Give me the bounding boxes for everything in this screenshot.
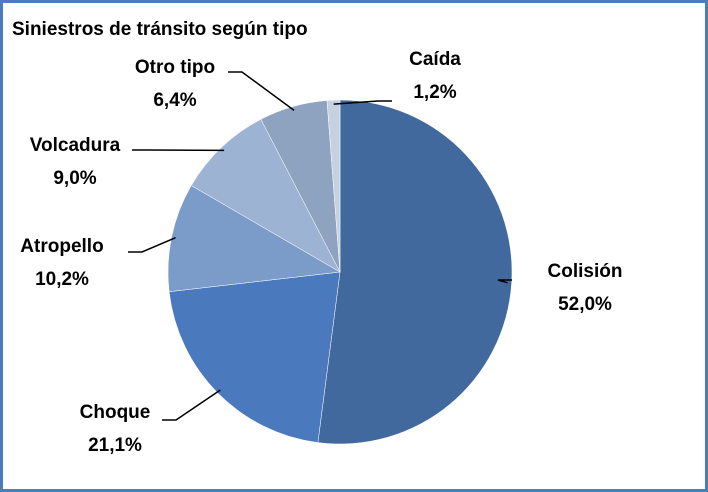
pie-slice bbox=[167, 185, 341, 292]
leader-line bbox=[333, 100, 392, 105]
leader-line bbox=[228, 71, 295, 111]
leader-line bbox=[497, 279, 512, 284]
category-label: Caída bbox=[409, 49, 461, 70]
category-label: Volcadura bbox=[30, 135, 121, 156]
category-label: Otro tipo bbox=[135, 57, 215, 78]
leader-line bbox=[128, 236, 176, 253]
value-label: 1,2% bbox=[413, 82, 456, 103]
value-label: 6,4% bbox=[153, 90, 196, 111]
pie-slice bbox=[317, 99, 513, 445]
value-label: 21,1% bbox=[88, 435, 142, 456]
pie-slice bbox=[326, 99, 341, 273]
category-label: Choque bbox=[80, 402, 151, 423]
leader-line bbox=[162, 389, 221, 421]
pie-slice bbox=[190, 118, 341, 273]
chart-title: Siniestros de tránsito según tipo bbox=[12, 19, 308, 40]
category-label: Atropello bbox=[20, 236, 103, 257]
category-label: Colisión bbox=[548, 261, 623, 282]
value-label: 10,2% bbox=[35, 269, 89, 290]
value-label: 9,0% bbox=[53, 168, 96, 189]
value-label: 52,0% bbox=[558, 294, 612, 315]
